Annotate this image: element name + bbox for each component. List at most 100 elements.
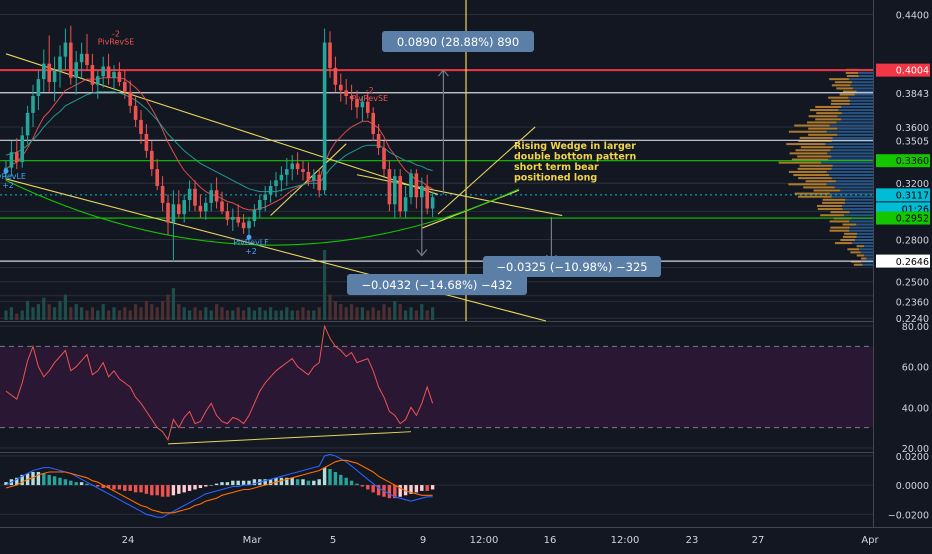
profile-bar-down xyxy=(830,102,850,105)
candle-body xyxy=(177,204,181,215)
candle-body xyxy=(106,66,111,78)
macd-histogram-bar xyxy=(268,479,273,486)
price-label-text: 0.3117 xyxy=(896,190,929,201)
profile-bar-down xyxy=(850,251,861,254)
profile-bar-down xyxy=(786,143,826,146)
signal-marker xyxy=(3,168,9,174)
profile-bar-up xyxy=(826,170,873,173)
profile-bar-down xyxy=(803,186,835,189)
candle-body xyxy=(9,152,14,168)
rsi-tick-label: 80.00 xyxy=(902,322,929,333)
candle-body xyxy=(182,200,186,215)
profile-bar-down xyxy=(797,167,832,170)
profile-bar-down xyxy=(805,180,836,183)
candle-body xyxy=(382,148,386,170)
volume-bar xyxy=(128,310,132,320)
volume-bar xyxy=(58,300,62,320)
volume-bar xyxy=(209,310,213,320)
candle-body xyxy=(371,112,375,134)
annotation-line: double bottom pattern xyxy=(514,152,636,163)
price-label-box xyxy=(876,188,930,202)
profile-bar-up xyxy=(826,183,873,186)
macd-histogram-bar xyxy=(47,474,51,486)
volume-bar xyxy=(166,294,170,320)
volume-bar xyxy=(63,294,67,320)
profile-bar-up xyxy=(850,84,873,87)
profile-bar-down xyxy=(799,164,833,167)
volume-bar xyxy=(85,310,89,320)
macd-histogram-bar xyxy=(42,473,46,486)
volume-bar xyxy=(263,310,267,320)
macd-histogram-bar xyxy=(52,476,57,486)
volume-bar xyxy=(101,304,105,320)
time-tick-label: 16 xyxy=(544,535,557,546)
candle-body xyxy=(31,96,35,113)
profile-bar-up xyxy=(850,99,873,102)
macd-histogram-bar xyxy=(236,480,240,486)
volume-bar xyxy=(377,310,381,320)
profile-bar-up xyxy=(856,235,873,238)
candle-body xyxy=(312,174,316,181)
profile-bar-up xyxy=(838,109,873,112)
profile-bar-up xyxy=(860,251,873,254)
volume-bar xyxy=(339,304,343,320)
annotation-line: short term bear xyxy=(514,162,599,173)
profile-bar-up xyxy=(841,112,873,115)
macd-histogram-bar xyxy=(31,471,35,486)
profile-bar-up xyxy=(834,186,873,189)
price-tick-label: 0.3200 xyxy=(896,179,929,190)
profile-bar-up xyxy=(849,226,873,229)
profile-bar-down xyxy=(831,99,851,102)
profile-bar-up xyxy=(856,223,873,226)
volume-bar xyxy=(225,310,229,320)
time-axis[interactable]: 24 Mar 5 9 12:00 16 12:00 23 27 Apr xyxy=(0,527,932,547)
price-tick-label: 0.3843 xyxy=(896,89,929,100)
profile-bar-down xyxy=(844,232,858,235)
volume-bar xyxy=(296,310,300,320)
measure-box xyxy=(382,31,534,52)
macd-pane xyxy=(4,453,435,518)
profile-bar-down xyxy=(794,192,830,195)
volume-bar xyxy=(182,307,186,320)
volume-bar xyxy=(188,310,192,320)
macd-histogram-bar xyxy=(58,477,62,486)
profile-bar-up xyxy=(831,177,873,180)
candle-body xyxy=(409,173,413,198)
profile-bar-up xyxy=(829,192,873,195)
profile-bar-up xyxy=(825,143,873,146)
moving-average-line xyxy=(5,91,433,193)
candle-body xyxy=(160,186,165,203)
profile-bar-down xyxy=(815,118,842,121)
candle-body xyxy=(328,42,332,68)
rsi-tick-label: 60.00 xyxy=(902,363,929,374)
price-label-text: 0.3360 xyxy=(896,156,929,167)
candle-body xyxy=(241,222,246,229)
measurement-tools[interactable]: 0.0890 (28.88%) 890 −0.0325 (−10.98%) −32… xyxy=(347,31,661,295)
time-tick-label: Mar xyxy=(243,535,263,546)
macd-tick-label: −0.0200 xyxy=(888,510,929,521)
volume-bars xyxy=(4,250,435,320)
candle-body xyxy=(393,176,397,205)
profile-bar-up xyxy=(848,96,873,99)
price-axis[interactable]: 0.4400 0.3843 0.3600 0.3505 0.3200 0.2800 0.25… xyxy=(874,0,932,527)
macd-histogram-bar xyxy=(204,485,208,487)
volume-bar xyxy=(90,307,94,320)
profile-bar-up xyxy=(843,214,873,217)
macd-histogram-bar xyxy=(301,479,305,486)
profile-bar-down xyxy=(808,127,838,130)
measure-box xyxy=(347,274,527,295)
profile-bar-up xyxy=(830,149,873,152)
macd-histogram-bar xyxy=(117,485,122,490)
profile-bar-up xyxy=(841,118,873,121)
macd-histogram-bar xyxy=(20,474,24,486)
volume-bar xyxy=(242,310,246,320)
macd-histogram-bar xyxy=(247,480,251,486)
volume-bar xyxy=(366,310,370,320)
profile-bar-up xyxy=(852,81,873,84)
profile-bar-up xyxy=(845,198,873,201)
macd-histogram-bar xyxy=(376,485,381,496)
profile-bar-down xyxy=(794,124,830,127)
profile-bar-down xyxy=(820,214,844,217)
